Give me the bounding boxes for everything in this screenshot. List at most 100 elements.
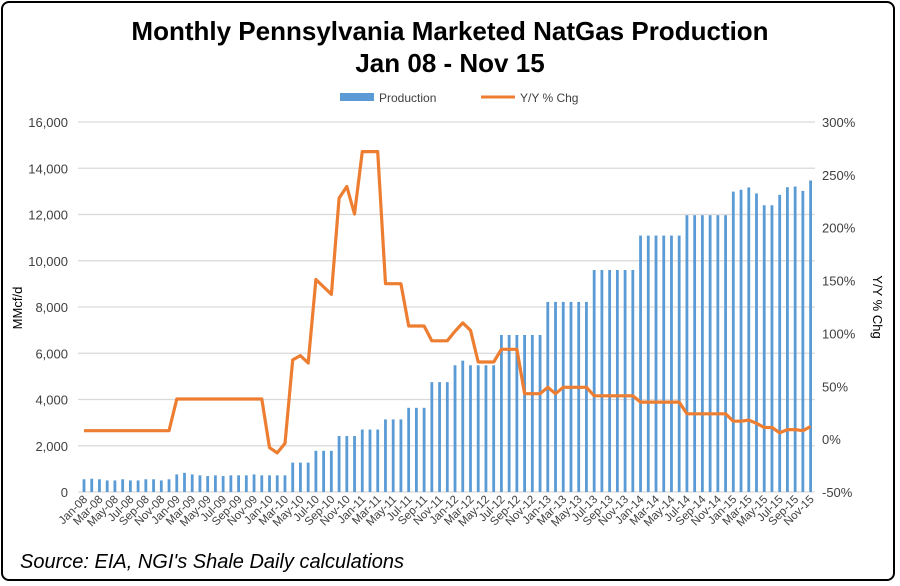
legend-label-production: Production — [379, 91, 436, 105]
production-bar — [569, 301, 573, 492]
production-bar — [608, 270, 612, 492]
production-bar — [399, 419, 403, 492]
source-note: Source: EIA, NGI's Shale Daily calculati… — [20, 551, 404, 573]
production-bar — [809, 180, 812, 492]
production-bar — [391, 419, 395, 492]
y-tick-label: 14,000 — [28, 161, 68, 176]
production-bar — [136, 480, 140, 492]
production-bar — [708, 215, 712, 492]
production-bar — [585, 301, 588, 492]
production-bar — [183, 472, 186, 492]
production-bar — [322, 450, 326, 492]
production-bar — [469, 365, 472, 492]
production-bar — [546, 301, 550, 492]
production-bar — [329, 450, 333, 492]
y2-tick-label: 200% — [822, 221, 856, 236]
production-bar — [793, 186, 797, 493]
production-bar — [654, 235, 658, 492]
production-bar — [113, 480, 117, 492]
y2-tick-label: 100% — [822, 326, 856, 341]
production-bar — [159, 480, 163, 492]
production-bar — [167, 479, 171, 492]
production-bar — [299, 462, 302, 492]
production-bar — [523, 334, 526, 492]
production-bar — [221, 476, 225, 492]
production-bar — [623, 270, 627, 492]
production-bar — [306, 462, 310, 492]
production-bar — [646, 235, 650, 492]
production-bar — [538, 334, 542, 492]
production-bar — [244, 475, 248, 492]
production-bar — [492, 365, 496, 492]
production-bar — [376, 429, 380, 492]
production-bar — [484, 365, 488, 492]
y2-tick-label: -50% — [822, 485, 853, 500]
production-bar — [337, 436, 341, 492]
production-bar — [98, 479, 101, 492]
production-bar — [500, 334, 503, 492]
production-bar — [762, 205, 766, 492]
production-bar — [724, 215, 727, 492]
production-bar — [260, 475, 264, 492]
production-bar — [214, 475, 217, 492]
y2-tick-label: 0% — [822, 432, 841, 447]
production-bar — [453, 365, 457, 492]
production-bar — [515, 334, 519, 492]
production-bar — [198, 475, 202, 492]
production-bar — [577, 301, 581, 492]
y2-tick-label: 150% — [822, 274, 856, 289]
production-bar — [600, 270, 604, 492]
production-bar — [685, 215, 689, 492]
production-bar — [291, 462, 295, 492]
production-bar — [592, 270, 596, 492]
y-tick-label: 16,000 — [28, 115, 68, 130]
production-bar — [693, 215, 697, 492]
production-bar — [716, 215, 720, 492]
production-bar — [360, 429, 364, 492]
production-bar — [414, 407, 418, 492]
production-bar — [121, 479, 125, 492]
production-bar — [670, 235, 673, 492]
production-bar — [739, 189, 743, 492]
production-bar — [314, 450, 318, 492]
y2-tick-label: 250% — [822, 168, 856, 183]
production-bar — [384, 419, 387, 492]
chart-title: Monthly Pennsylvania Marketed NatGas Pro… — [131, 16, 769, 46]
legend: Production Y/Y % Chg — [340, 91, 578, 105]
legend-swatch-production — [340, 93, 374, 101]
production-bar — [731, 191, 735, 492]
production-bar — [747, 187, 751, 492]
y-tick-label: 6,000 — [35, 346, 68, 361]
production-bar — [82, 479, 86, 492]
production-bar — [368, 429, 372, 492]
production-bar — [700, 215, 704, 492]
production-bar — [507, 334, 511, 492]
production-bar — [770, 205, 774, 492]
legend-label-yy: Y/Y % Chg — [520, 91, 578, 105]
production-bar — [615, 270, 619, 492]
y-tick-label: 0 — [61, 485, 68, 500]
production-bar — [152, 479, 155, 492]
production-bar — [801, 190, 805, 492]
production-bar — [175, 474, 179, 492]
production-bar — [476, 365, 480, 492]
production-bar — [275, 475, 279, 492]
production-bar — [229, 475, 233, 492]
y-axis-title: MMcf/d — [10, 287, 25, 330]
y2-axis-title: Y/Y % Chg — [870, 275, 885, 338]
production-bar — [353, 436, 356, 492]
production-bar — [283, 475, 287, 492]
production-bar — [252, 474, 256, 492]
production-bar — [755, 193, 758, 493]
chart-subtitle: Jan 08 - Nov 15 — [355, 48, 545, 78]
y-tick-label: 4,000 — [35, 393, 68, 408]
production-bar — [206, 476, 210, 492]
production-bar — [144, 479, 148, 492]
production-bar — [237, 475, 240, 492]
y2-tick-label: 50% — [822, 379, 848, 394]
production-bar — [345, 436, 349, 492]
production-bar — [662, 235, 666, 492]
production-bar — [90, 478, 94, 492]
